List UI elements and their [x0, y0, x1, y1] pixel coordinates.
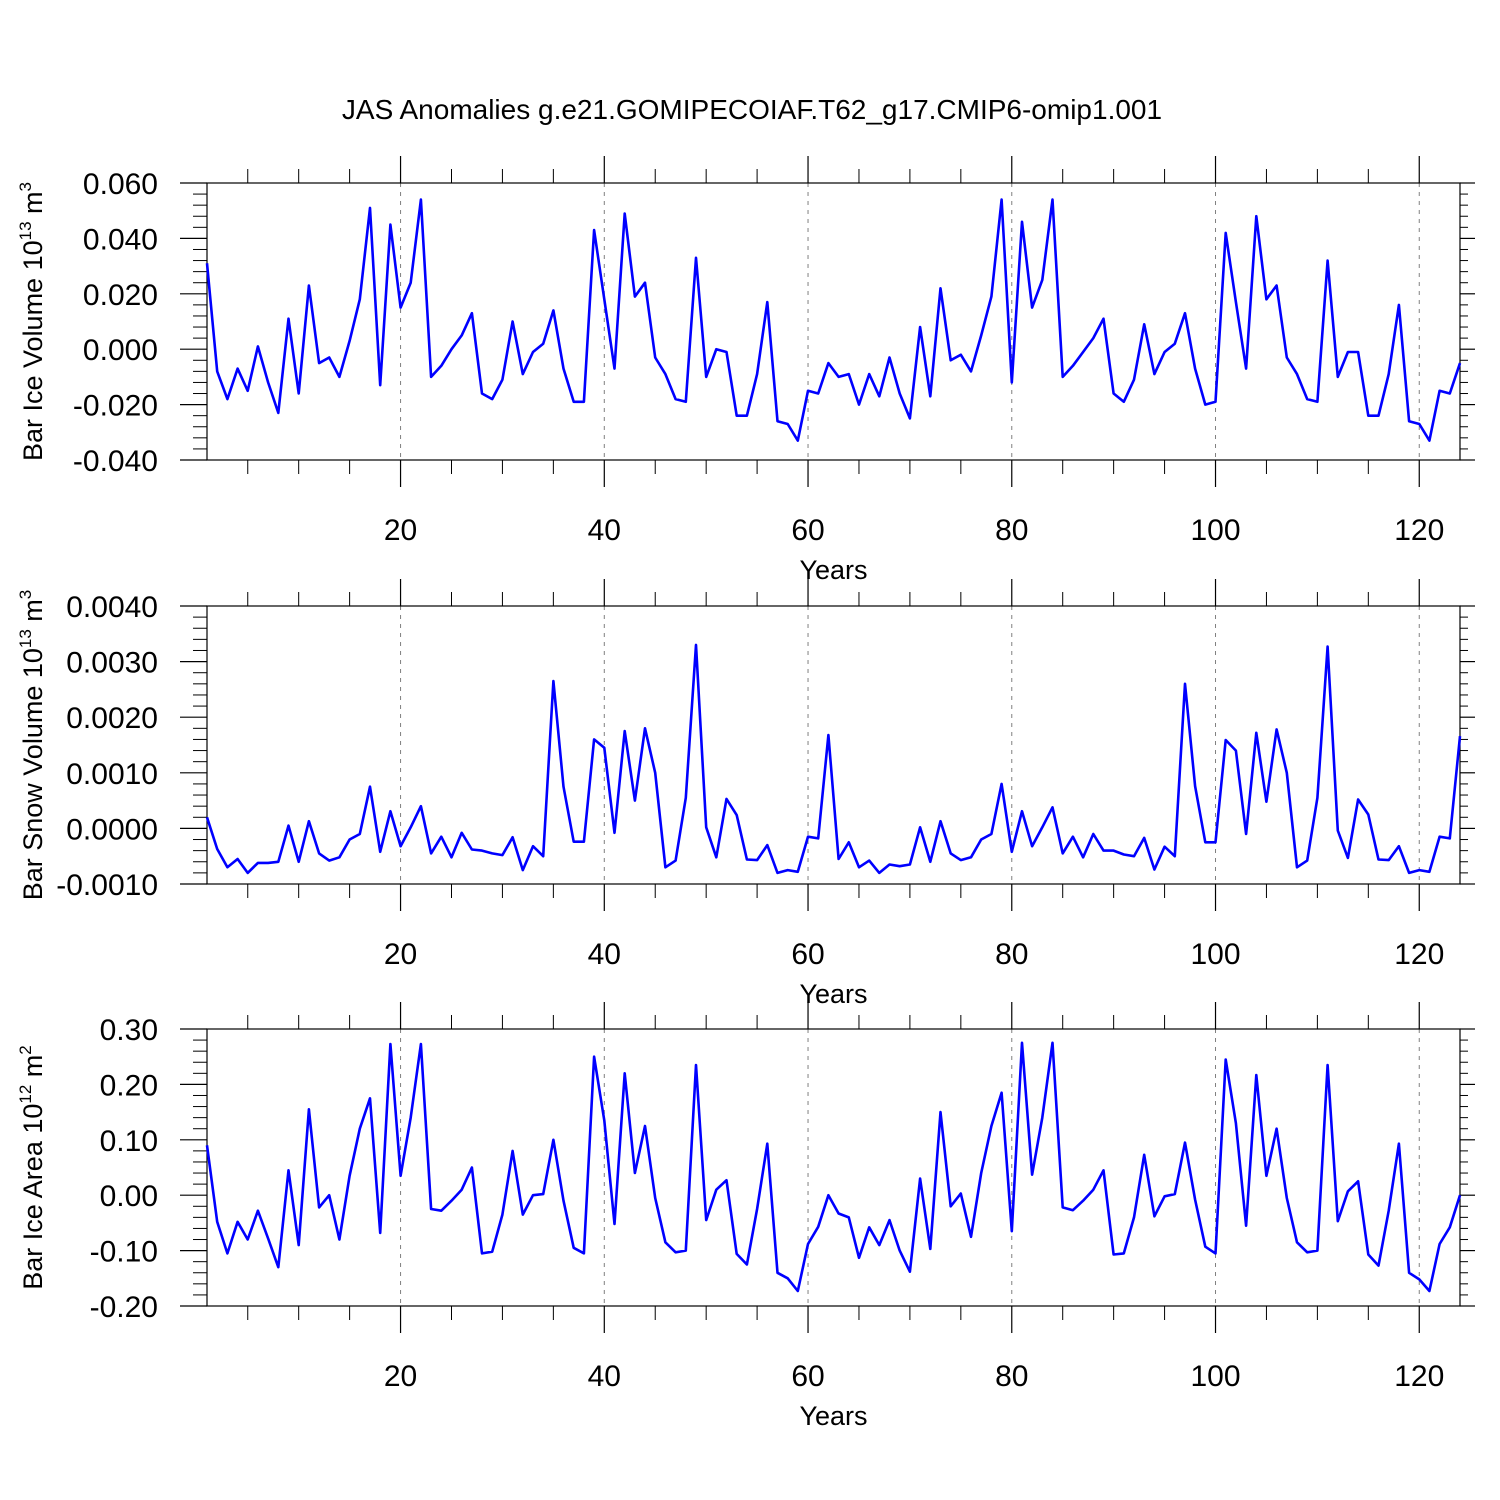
y-tick-label: -0.0010 [56, 869, 158, 902]
x-tick-label: 80 [995, 938, 1028, 971]
panel-1: -0.040 -0.020 0.000 0.020 0.040 0.060 20 40 60 80… [16, 156, 1475, 585]
y-tick-label: 0.0020 [66, 702, 158, 735]
y-tick-label: -0.20 [90, 1291, 158, 1324]
x-tick-label: 40 [588, 1360, 621, 1393]
plot-frame [206, 605, 1461, 885]
x-tick-label: 20 [384, 514, 417, 547]
y-tick-label: 0.0040 [66, 591, 158, 624]
x-tick-label: 20 [384, 938, 417, 971]
x-tick-label: 20 [384, 1360, 417, 1393]
panel-2: -0.0010 0.0000 0.0010 0.0020 0.0030 0.0040 20 4… [16, 579, 1475, 1009]
x-tick-label: 40 [588, 514, 621, 547]
x-tick-label: 120 [1394, 1360, 1444, 1393]
x-tick-label: 80 [995, 514, 1028, 547]
y-tick-label: 0.0000 [66, 813, 158, 846]
series-line [205, 643, 1462, 875]
series-line [205, 198, 1462, 442]
x-tick-label: 120 [1394, 938, 1444, 971]
y-tick-label: 0.0010 [66, 758, 158, 791]
x-axis-label: Years [799, 555, 867, 585]
chart-title: JAS Anomalies g.e21.GOMIPECOIAF.T62_g17.… [342, 94, 1162, 125]
y-tick-label: 0.020 [83, 279, 158, 312]
y-tick-label: 0.060 [83, 168, 158, 201]
x-tick-label: 100 [1190, 1360, 1240, 1393]
y-tick-label: 0.30 [100, 1014, 158, 1047]
y-tick-label: -0.040 [73, 445, 158, 478]
plot-frame [206, 1028, 1461, 1307]
series-line [205, 1041, 1462, 1293]
x-tick-label: 60 [791, 938, 824, 971]
x-axis-label: Years [799, 1401, 867, 1431]
y-tick-label: 0.040 [83, 223, 158, 256]
y-axis-label: Bar Ice Volume 1013 m3 [16, 182, 48, 461]
x-axis-label: Years [799, 979, 867, 1009]
panel-3: -0.20 -0.10 0.00 0.10 0.20 0.30 20 40 60 80 100 120… [16, 1002, 1475, 1431]
x-tick-label: 60 [791, 514, 824, 547]
plot-frame [206, 182, 1461, 461]
x-tick-label: 80 [995, 1360, 1028, 1393]
y-tick-label: 0.000 [83, 334, 158, 367]
x-tick-label: 60 [791, 1360, 824, 1393]
x-tick-label: 100 [1190, 938, 1240, 971]
y-tick-label: -0.020 [73, 390, 158, 423]
y-tick-label: 0.10 [100, 1125, 158, 1158]
x-tick-label: 120 [1394, 514, 1444, 547]
y-tick-label: 0.0030 [66, 647, 158, 680]
y-tick-label: -0.10 [90, 1236, 158, 1269]
y-tick-label: 0.20 [100, 1069, 158, 1102]
y-axis-label: Bar Ice Area 1012 m2 [16, 1045, 48, 1290]
x-tick-label: 100 [1190, 514, 1240, 547]
y-tick-label: 0.00 [100, 1180, 158, 1213]
x-tick-label: 40 [588, 938, 621, 971]
y-axis-label: Bar Snow Volume 1013 m3 [16, 590, 48, 901]
